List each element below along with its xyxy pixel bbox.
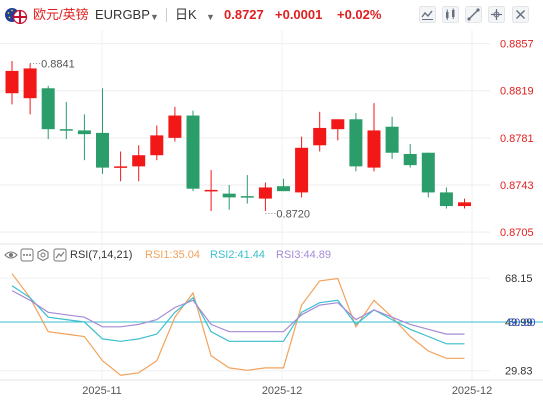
divider (166, 8, 167, 22)
candle-body (277, 186, 290, 192)
x-tick-label: 2025-12 (262, 385, 302, 397)
candle-body (150, 135, 164, 156)
candle-body (295, 147, 309, 193)
symbol-dropdown-caret-icon[interactable]: ▼ (150, 12, 159, 22)
rsi-tick-label: 68.15 (505, 273, 533, 285)
candle-body (367, 130, 381, 168)
rsi-line-rsi3 (11, 290, 465, 335)
price-tick-label: 0.8781 (500, 133, 534, 145)
rsi3-value: RSI3:44.89 (276, 249, 332, 261)
eye-icon[interactable] (4, 248, 18, 262)
candle-body (204, 189, 218, 192)
candle-body (41, 88, 55, 130)
x-tick-label: 2025-12 (452, 385, 492, 397)
chart-icon[interactable] (53, 248, 67, 262)
candle-body (186, 115, 200, 189)
price-tick-label: 0.8705 (500, 227, 534, 239)
line-chart-icon[interactable] (419, 6, 436, 23)
more-icon[interactable] (20, 248, 34, 262)
rsi-tick-label: 29.83 (505, 366, 533, 378)
candle-body (114, 166, 128, 168)
candle-body (439, 192, 453, 207)
candle-body (258, 187, 272, 199)
settings-icon[interactable] (36, 248, 50, 262)
rsi-tick-label: 49.99 (505, 317, 533, 329)
symbol-selector[interactable]: EURGBP (95, 7, 150, 22)
low-annotation: 0.8720 (276, 208, 310, 220)
draw-tool-icon[interactable] (465, 6, 482, 23)
candlestick-series (5, 60, 471, 212)
rsi2-value: RSI2:41.44 (210, 249, 266, 261)
indicator-icon[interactable] (442, 6, 459, 23)
indicator-name: RSI(7,14,21) (70, 249, 133, 261)
price-tick-label: 0.8857 (500, 39, 534, 51)
rsi-gridlines (0, 277, 543, 372)
rsi-line-rsi2 (11, 285, 465, 345)
rsi-reference-label: 50.00 (508, 317, 536, 329)
price-tick-label: 0.8819 (500, 86, 534, 98)
pair-chinese-name: 欧元/英镑 (33, 7, 89, 22)
period-dropdown-caret-icon[interactable]: ▼ (206, 12, 215, 22)
candle-body (23, 68, 37, 99)
candle-body (222, 193, 236, 198)
candle-body (403, 153, 417, 166)
price-axis: 0.8857 0.8819 0.8781 0.8743 0.8705 (500, 39, 534, 239)
candle-body (59, 129, 73, 131)
x-tick-label: 2025-11 (82, 385, 122, 397)
high-annotation: 0.8841 (41, 58, 75, 70)
candle-body (77, 130, 91, 135)
x-axis: 2025-11 2025-12 2025-12 (0, 379, 543, 397)
annotations: 0.8841 0.8720 (30, 58, 310, 220)
period-selector[interactable]: 日K (175, 7, 197, 22)
candle-body (313, 127, 327, 146)
rsi-axis: 68.15 49.99 29.83 50.00 (505, 273, 536, 378)
price-change-percent: +0.02% (337, 7, 382, 22)
candle-body (349, 119, 363, 167)
candle-body (240, 196, 254, 198)
candle-body (168, 115, 182, 138)
candle-body (5, 70, 19, 94)
crosshair-icon[interactable] (488, 6, 505, 23)
candle-body (331, 119, 345, 130)
price-change: +0.0001 (275, 7, 323, 22)
last-price: 0.8727 (224, 7, 264, 22)
candle-body (96, 132, 109, 168)
eu-gb-flag-icon (5, 8, 28, 24)
close-icon[interactable] (512, 6, 529, 23)
top-toolbar: 欧元/英镑 EURGBP ▼ 日K ▼ 0.8727 +0.0001 +0.02… (0, 0, 543, 30)
rsi1-value: RSI1:35.04 (145, 249, 201, 261)
indicator-bar: RSI(7,14,21) RSI1:35.04 RSI2:41.44 RSI3:… (0, 246, 543, 264)
candle-body (421, 152, 435, 193)
candle-body (385, 126, 399, 153)
price-tick-label: 0.8743 (500, 180, 534, 192)
rsi-line-rsi1 (11, 273, 465, 376)
candle-body (132, 155, 146, 167)
candle-body (458, 202, 471, 207)
rsi-series (11, 273, 465, 376)
